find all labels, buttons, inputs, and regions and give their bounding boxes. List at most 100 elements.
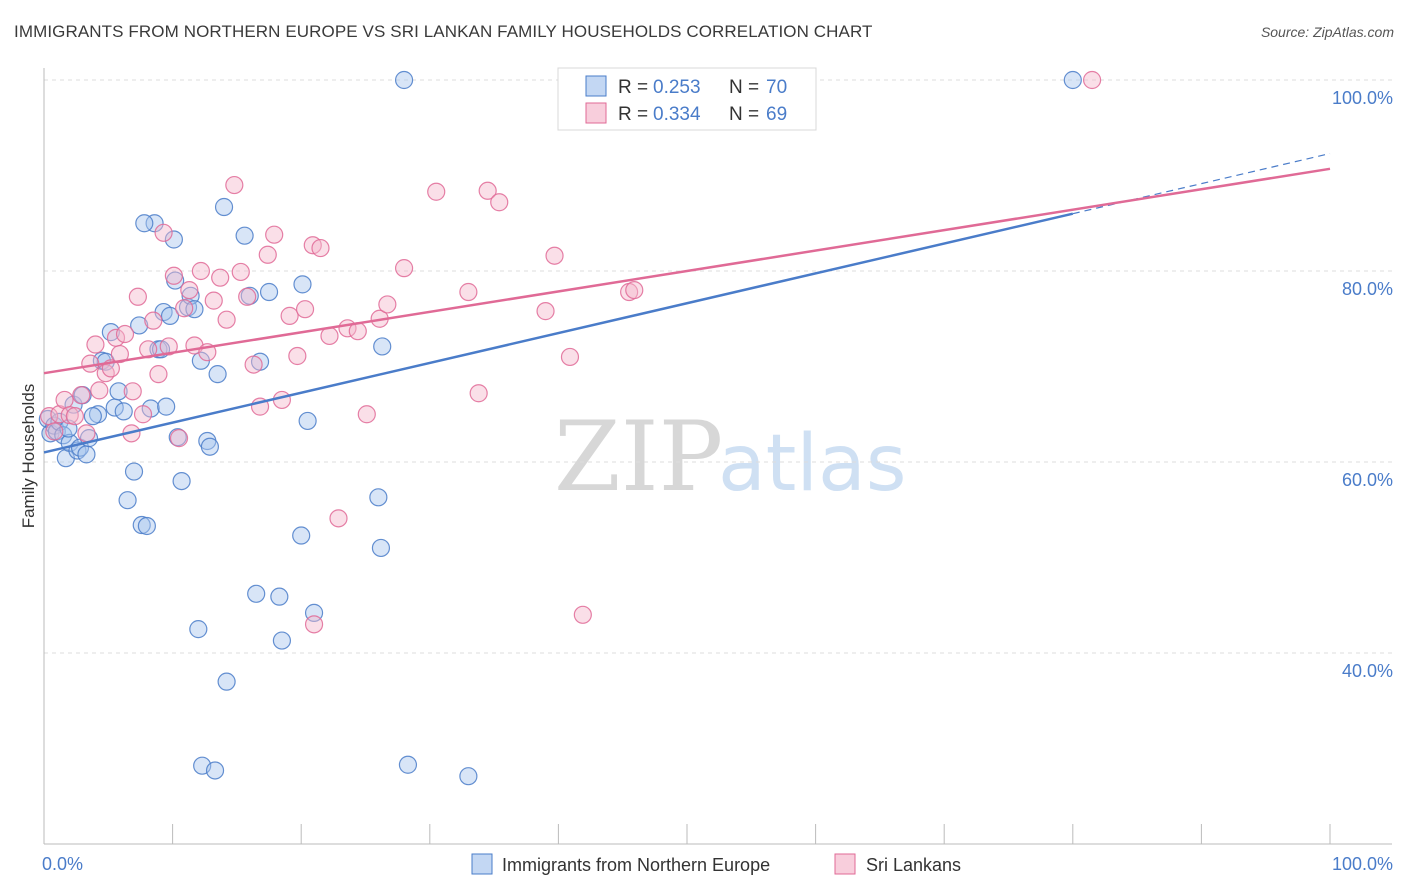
blue-point-58 — [398, 755, 418, 774]
blue-point-30 — [160, 306, 180, 325]
legend-r-value-pink: 0.334 — [653, 104, 701, 125]
blue-point-21 — [124, 462, 144, 481]
pink-point-32 — [211, 268, 230, 287]
blue-point-33 — [168, 428, 187, 447]
chart-title: IMMIGRANTS FROM NORTHERN EUROPE VS SRI L… — [14, 22, 873, 41]
bottom-legend-swatch-pink — [834, 853, 856, 875]
blue-point-63 — [135, 214, 154, 233]
pink-point-59 — [490, 193, 509, 212]
pink-point-66 — [304, 615, 324, 634]
legend-n-label-blue: N = — [729, 77, 759, 98]
pink-point-15 — [115, 324, 135, 344]
pink-point-51 — [357, 405, 376, 424]
blue-point-55 — [369, 488, 388, 507]
blue-point-64 — [1063, 70, 1082, 90]
legend-r-label-blue: R = — [618, 77, 648, 98]
blue-point-51 — [298, 411, 317, 431]
trend-line-pink — [43, 167, 1331, 375]
blue-point-54 — [373, 337, 392, 356]
pink-point-20 — [144, 311, 163, 330]
pink-point-21 — [149, 365, 168, 384]
pink-point-40 — [265, 225, 284, 244]
pink-point-68 — [123, 382, 142, 401]
pink-point-48 — [329, 509, 348, 528]
legend-n-value-blue: 70 — [766, 77, 787, 98]
y-tick-labels: 40.0% 60.0% 80.0% 100.0% — [1332, 88, 1393, 681]
legend-r-value-blue: 0.253 — [653, 77, 701, 98]
pink-point-67 — [1082, 70, 1102, 90]
pink-point-33 — [217, 310, 236, 329]
blue-point-59 — [459, 767, 478, 786]
trend-line-blue-extension — [1072, 152, 1331, 215]
blue-point-65 — [83, 407, 102, 426]
blue-point-18 — [109, 382, 128, 401]
pink-point-60 — [536, 302, 555, 321]
pink-point-62 — [560, 347, 580, 367]
pink-point-24 — [164, 266, 183, 285]
blue-point-48 — [270, 587, 289, 606]
blue-point-12 — [77, 445, 96, 464]
pink-point-5 — [65, 407, 84, 426]
pink-point-31 — [204, 291, 223, 310]
pink-point-22 — [154, 223, 173, 242]
legend-n-value-pink: 69 — [766, 104, 787, 125]
pink-point-23 — [159, 337, 178, 356]
bottom-legend: Immigrants from Northern Europe Sri Lank… — [471, 853, 961, 875]
pink-point-46 — [311, 238, 330, 258]
trend-lines — [43, 152, 1331, 454]
pink-point-54 — [394, 259, 414, 278]
blue-point-49 — [272, 631, 292, 650]
pink-point-1 — [45, 422, 64, 441]
blue-point-53 — [292, 526, 311, 545]
pink-point-42 — [280, 306, 299, 325]
pink-point-25 — [169, 429, 189, 448]
pink-point-6 — [72, 386, 91, 405]
blue-point-34 — [172, 472, 191, 491]
pink-point-26 — [175, 299, 194, 318]
pink-point-55 — [427, 182, 446, 201]
x-tick-label-max: 100.0% — [1332, 854, 1393, 874]
pink-point-4 — [60, 406, 79, 425]
pink-point-65 — [573, 605, 592, 624]
y-tick-label-60: 60.0% — [1342, 470, 1393, 490]
blue-point-62 — [205, 761, 225, 780]
blue-point-57 — [394, 70, 414, 90]
blue-point-24 — [137, 516, 156, 536]
blue-point-43 — [217, 672, 236, 691]
y-tick-label-40: 40.0% — [1342, 661, 1393, 681]
pink-point-61 — [545, 246, 564, 265]
pink-point-29 — [191, 261, 210, 281]
blue-point-19 — [114, 402, 133, 421]
trend-line-blue — [43, 212, 1074, 454]
watermark-atlas: atlas — [718, 419, 907, 509]
blue-point-44 — [235, 226, 254, 245]
pink-point-34 — [225, 175, 244, 195]
source-label: Source: ZipAtlas.com — [1260, 24, 1394, 40]
pink-point-14 — [110, 344, 129, 364]
legend-swatch-blue — [585, 75, 607, 97]
pink-point-18 — [133, 405, 153, 424]
pink-point-53 — [378, 295, 397, 314]
y-tick-label-100: 100.0% — [1332, 88, 1393, 108]
pink-point-64 — [625, 281, 644, 300]
bottom-legend-label-blue: Immigrants from Northern Europe — [502, 855, 770, 875]
blue-point-60 — [189, 620, 208, 639]
top-legend: R = 0.253 N = 70 R = 0.334 N = 69 — [557, 67, 817, 131]
legend-r-label-pink: R = — [618, 104, 648, 125]
blue-point-31 — [164, 230, 183, 249]
blue-point-42 — [214, 197, 234, 217]
pink-point-17 — [128, 287, 147, 306]
pink-point-58 — [478, 181, 497, 200]
axes — [43, 68, 1392, 845]
pink-point-9 — [86, 335, 105, 354]
pink-point-36 — [238, 287, 257, 306]
blue-point-45 — [247, 584, 266, 603]
legend-swatch-pink — [585, 102, 607, 124]
series-sri-lankans-points — [40, 70, 1102, 634]
pink-point-10 — [90, 381, 109, 400]
watermark-zip: ZIP — [554, 401, 723, 513]
blue-point-40 — [200, 437, 219, 456]
y-tick-label-80: 80.0% — [1342, 279, 1393, 299]
x-tick-label-min: 0.0% — [42, 854, 83, 874]
